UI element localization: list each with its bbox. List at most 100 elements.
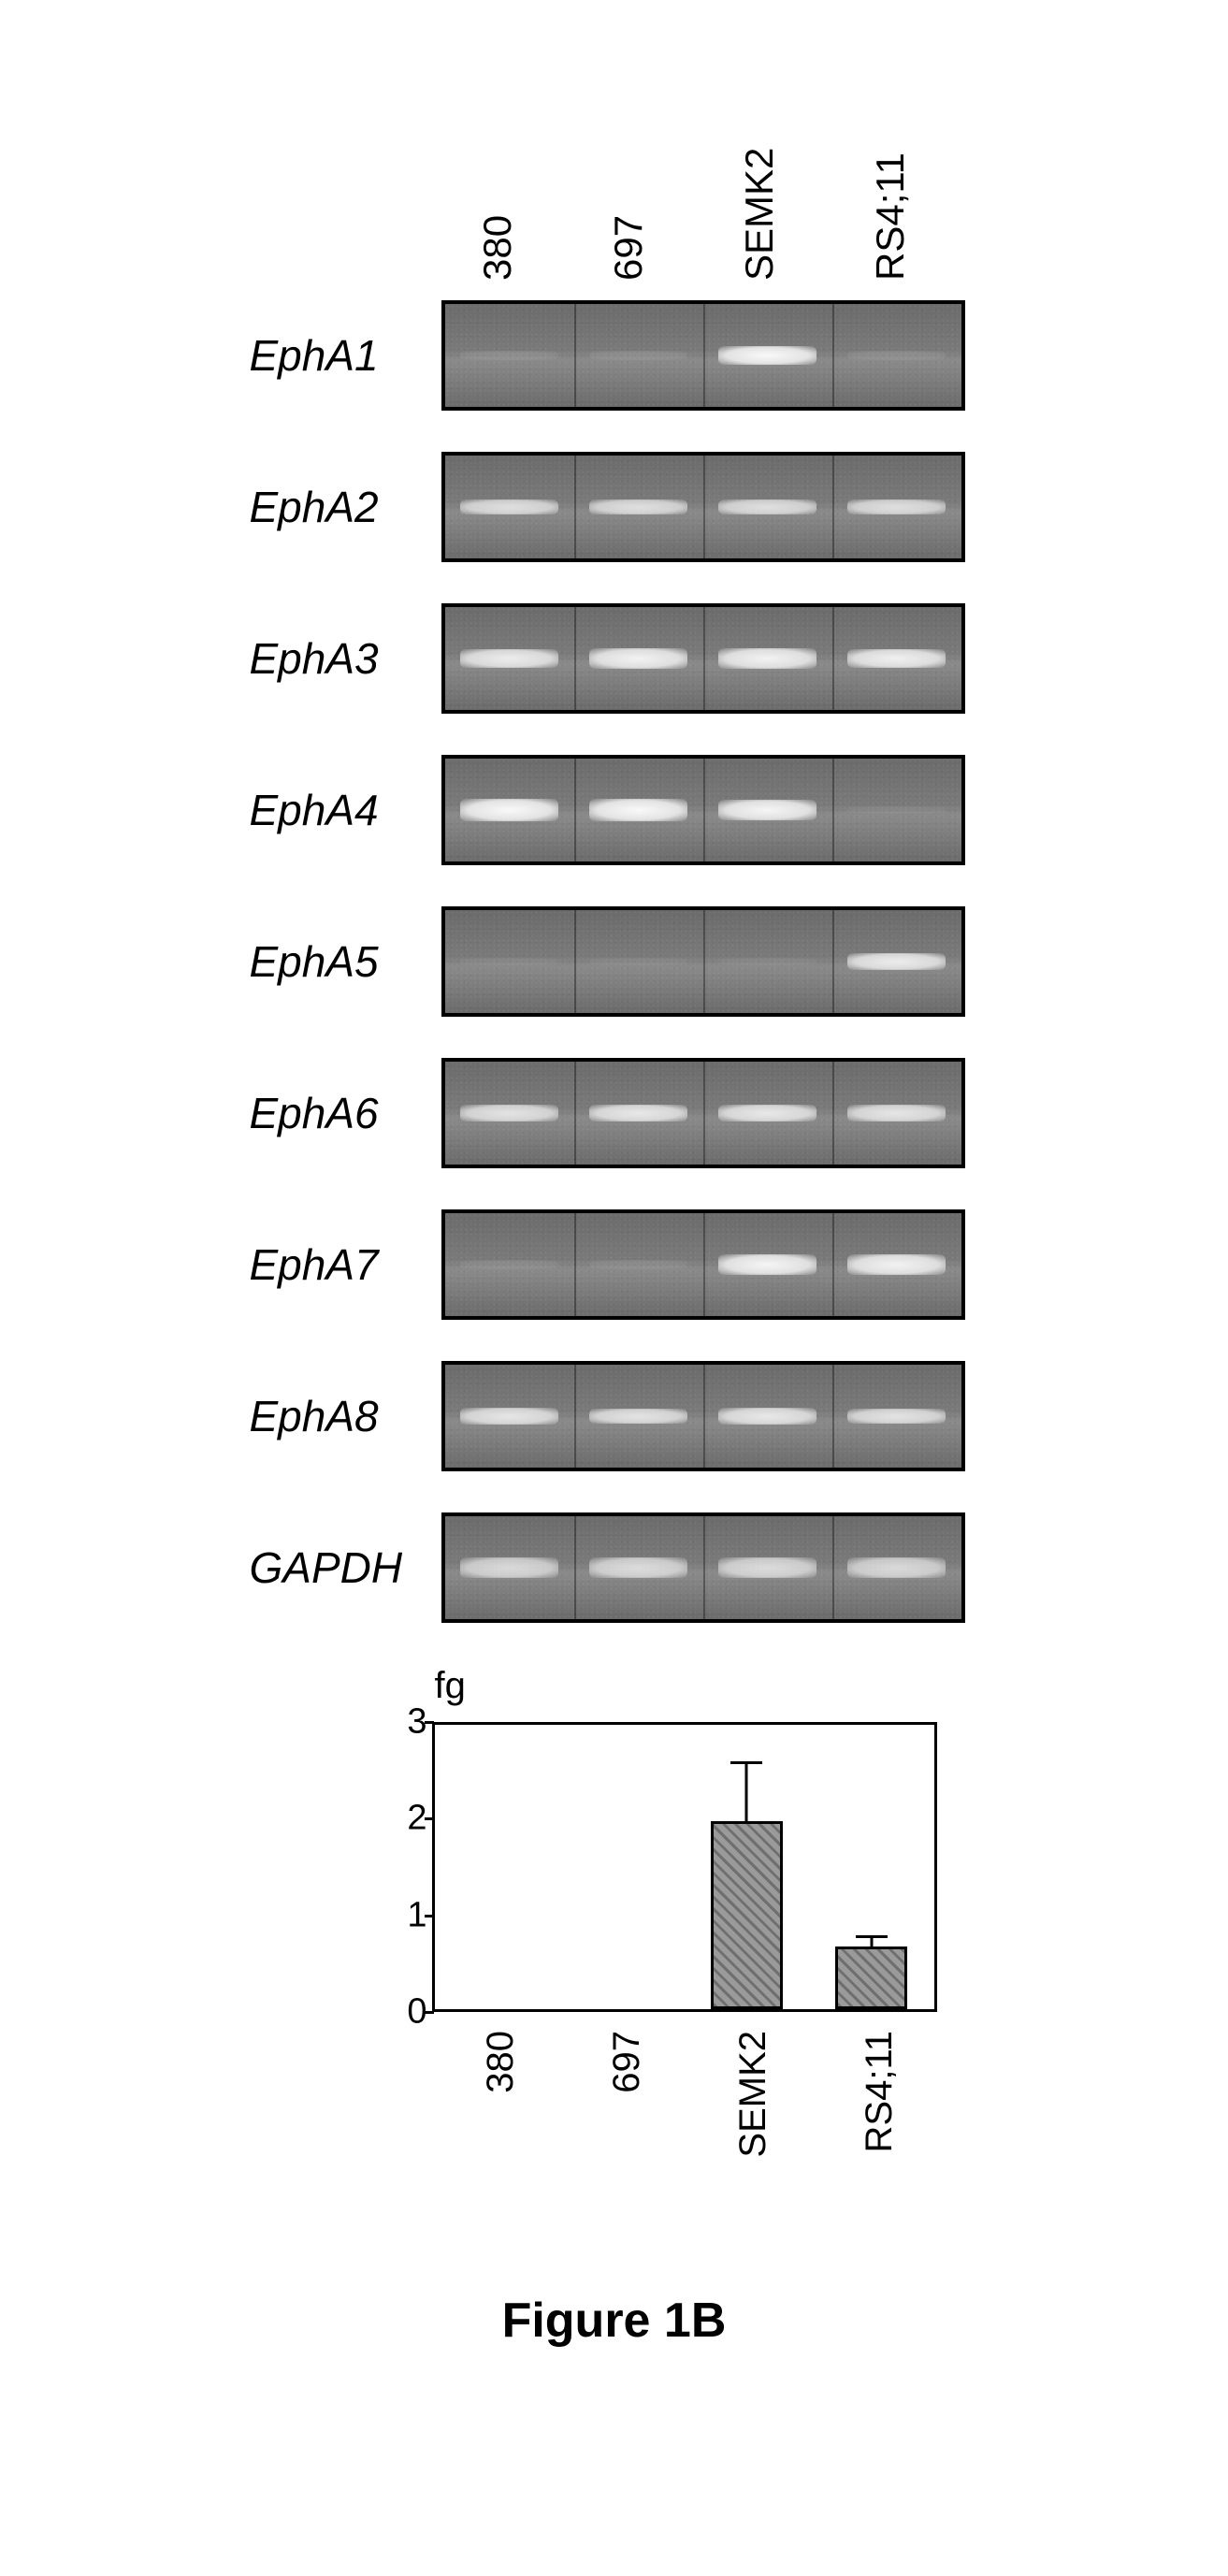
gel-row-label: EphA2 — [212, 482, 441, 532]
gel-lane — [445, 304, 574, 407]
figure-caption: Figure 1B — [502, 2293, 727, 2349]
col-head-label: 380 — [475, 215, 520, 281]
gel-image — [441, 1361, 965, 1471]
gel-lane — [832, 910, 961, 1013]
col-head-0: 380 — [441, 37, 572, 281]
gel-row-epha4: EphA4 — [212, 745, 1017, 876]
chart-error-bar — [745, 1763, 748, 1821]
gel-image — [441, 452, 965, 562]
gel-band — [718, 1105, 816, 1122]
gel-band — [589, 648, 687, 669]
gel-band — [847, 1254, 946, 1275]
gel-band — [460, 649, 558, 668]
gel-lane — [832, 1062, 961, 1165]
gel-row-gapdh: GAPDH — [212, 1502, 1017, 1633]
gel-band — [847, 953, 946, 970]
chart-y-unit: fg — [435, 1665, 466, 1707]
gel-lane — [703, 607, 832, 710]
gel-lane — [445, 607, 574, 710]
col-head-label: SEMK2 — [737, 148, 782, 281]
gel-band — [847, 1409, 946, 1424]
gel-band — [589, 1105, 687, 1122]
chart-bar-slot — [809, 1725, 934, 2009]
gel-row-label: EphA7 — [212, 1239, 441, 1290]
gel-band — [460, 499, 558, 514]
gel-band — [718, 800, 816, 820]
chart-ytick-label: 2 — [381, 1799, 427, 1839]
gel-image — [441, 906, 965, 1017]
gel-row-epha7: EphA7 — [212, 1199, 1017, 1330]
gel-band — [847, 351, 946, 360]
gel-row-label: EphA6 — [212, 1088, 441, 1138]
gel-lane — [445, 759, 574, 861]
col-head-label: 697 — [606, 215, 651, 281]
gel-band — [589, 958, 687, 965]
gel-lane — [574, 759, 703, 861]
gel-band — [718, 1254, 816, 1275]
chart-ytick-mark — [425, 2011, 434, 2014]
gel-rows: EphA1 EphA2 EphA3 EphA4 EphA5 EphA6 EphA7 EphA8… — [212, 290, 1017, 1654]
gel-lane — [445, 910, 574, 1013]
gel-band — [718, 1408, 816, 1425]
gel-image — [441, 755, 965, 865]
chart-error-cap — [730, 1761, 762, 1764]
gel-band — [718, 346, 816, 365]
gel-image — [441, 1209, 965, 1320]
gel-lane — [703, 1213, 832, 1316]
gel-band — [718, 499, 816, 514]
gel-band — [847, 1105, 946, 1122]
gel-row-label: EphA3 — [212, 633, 441, 684]
gel-image — [441, 300, 965, 411]
chart-bar — [711, 1821, 783, 2010]
chart-x-labels: 380 697 SEMK2 RS4;11 — [432, 2031, 937, 2236]
gel-image — [441, 603, 965, 714]
chart-ytick-label: 1 — [381, 1895, 427, 1935]
chart-ytick-label: 3 — [381, 1702, 427, 1743]
col-head-3: RS4;11 — [834, 37, 965, 281]
gel-lane — [703, 1062, 832, 1165]
x-label-2: SEMK2 — [685, 2031, 811, 2236]
chart-ytick-mark — [425, 1915, 434, 1918]
chart-bar-slot — [685, 1725, 810, 2009]
x-label-text: RS4;11 — [859, 2031, 901, 2152]
gel-band — [718, 1557, 816, 1578]
gel-lane — [832, 607, 961, 710]
gel-band — [847, 649, 946, 668]
x-label-1: 697 — [558, 2031, 685, 2236]
gel-band — [460, 1105, 558, 1122]
gel-band — [589, 351, 687, 360]
x-label-text: SEMK2 — [732, 2031, 774, 2158]
gel-lane — [832, 1516, 961, 1619]
gel-band — [718, 958, 816, 965]
gel-lane — [574, 1062, 703, 1165]
chart-bar-slot — [435, 1725, 560, 2009]
gel-row-label: EphA4 — [212, 785, 441, 835]
gel-lane — [574, 456, 703, 558]
chart-plot — [432, 1722, 937, 2012]
chart-error-cap — [856, 1935, 888, 1938]
chart-ytick-label: 0 — [381, 1992, 427, 2033]
gel-lane — [832, 759, 961, 861]
gel-band — [460, 1408, 558, 1425]
gel-lane — [703, 456, 832, 558]
gel-lane — [703, 1365, 832, 1468]
gel-image — [441, 1512, 965, 1623]
gel-row-epha5: EphA5 — [212, 896, 1017, 1027]
gel-lane — [703, 759, 832, 861]
chart-error-bar — [870, 1937, 873, 1946]
gel-image — [441, 1058, 965, 1168]
gel-band — [718, 648, 816, 669]
gel-lane — [574, 1213, 703, 1316]
x-label-text: 380 — [480, 2031, 522, 2093]
gel-row-epha8: EphA8 — [212, 1351, 1017, 1482]
gel-row-epha6: EphA6 — [212, 1048, 1017, 1179]
col-head-label: RS4;11 — [868, 152, 913, 281]
gel-row-label: EphA8 — [212, 1391, 441, 1441]
chart-ytick-mark — [425, 1817, 434, 1820]
gel-row-epha1: EphA1 — [212, 290, 1017, 421]
col-head-2: SEMK2 — [703, 37, 834, 281]
gel-band — [847, 806, 946, 814]
gel-lane — [703, 910, 832, 1013]
gel-band — [460, 1260, 558, 1269]
gel-panel: 380 697 SEMK2 RS4;11 EphA1 EphA2 EphA3 EphA… — [212, 37, 1017, 1646]
